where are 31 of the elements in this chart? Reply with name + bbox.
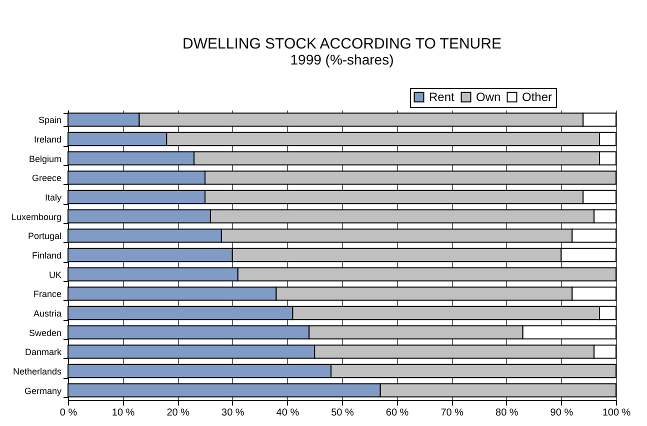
y-tick-label: Finland [32,250,62,260]
x-tick-label: 10 % [112,408,135,418]
x-tick-label: 20 % [166,408,190,418]
y-tick-label: Netherlands [12,366,62,376]
x-tick-label: 90 % [550,408,574,418]
legend-label: Rent [429,90,456,104]
x-tick-label: 50 % [331,408,354,418]
y-tick-label: Sweden [28,328,62,338]
y-tick-label: Austria [33,308,62,318]
y-tick-label: Portugal [28,231,62,242]
chart-title: DWELLING STOCK ACCORDING TO TENURE [182,36,502,52]
x-tick-label: 40 % [276,408,300,418]
x-tick-label: 60 % [386,408,409,418]
x-tick-label: 100 % [602,408,631,418]
x-tick-label: 80 % [496,408,518,418]
chart-subtitle: 1999 (%-shares) [290,52,394,68]
y-tick-label: Luxembourg [11,212,62,222]
y-tick-label: Germany [24,386,62,396]
legend-label: Own [476,90,501,104]
y-tick-label: Spain [38,115,62,126]
y-tick-label: Greece [32,173,62,184]
y-tick-label: Ireland [34,134,62,144]
y-tick-label: France [33,289,62,300]
y-tick-label: Danmark [24,347,62,358]
x-tick-label: 30 % [222,408,244,418]
x-tick-label: 0 % [60,408,78,418]
x-tick-label: 70 % [440,408,464,418]
y-tick-label: Italy [44,192,62,202]
legend-label: Other [522,90,552,104]
y-tick-label: Belgium [28,154,62,164]
y-tick-label: UK [48,270,62,280]
